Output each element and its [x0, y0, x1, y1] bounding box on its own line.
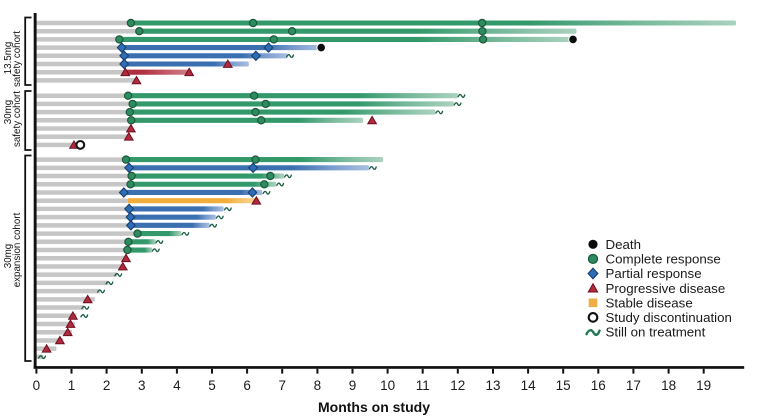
svg-text:Complete response: Complete response — [606, 252, 721, 267]
svg-text:16: 16 — [591, 378, 606, 393]
svg-text:13.5mg: 13.5mg — [3, 42, 14, 75]
svg-text:expansion cohort: expansion cohort — [12, 212, 23, 287]
svg-text:14: 14 — [521, 378, 537, 393]
svg-text:30mg: 30mg — [3, 244, 14, 269]
svg-text:19: 19 — [696, 378, 711, 393]
svg-text:15: 15 — [556, 378, 571, 393]
svg-text:Stable disease: Stable disease — [606, 295, 693, 310]
svg-text:17: 17 — [626, 378, 641, 393]
svg-text:6: 6 — [243, 378, 251, 393]
svg-text:11: 11 — [416, 378, 430, 393]
svg-text:4: 4 — [173, 378, 181, 393]
svg-text:1: 1 — [68, 378, 76, 393]
svg-text:9: 9 — [349, 378, 357, 393]
svg-text:10: 10 — [380, 378, 395, 393]
svg-text:Partial response: Partial response — [606, 266, 702, 281]
svg-text:12: 12 — [450, 378, 465, 393]
svg-text:safety cohort: safety cohort — [12, 31, 23, 87]
svg-text:Months on study: Months on study — [318, 399, 430, 415]
svg-text:0: 0 — [33, 378, 41, 393]
svg-text:18: 18 — [661, 378, 676, 393]
svg-text:safety cohort: safety cohort — [12, 91, 23, 147]
svg-text:Progressive disease: Progressive disease — [606, 281, 726, 296]
svg-text:5: 5 — [208, 378, 216, 393]
svg-text:Still on treatment: Still on treatment — [606, 325, 706, 340]
svg-text:8: 8 — [314, 378, 322, 393]
svg-text:7: 7 — [278, 378, 286, 393]
svg-text:Death: Death — [606, 237, 641, 252]
svg-text:13: 13 — [485, 378, 500, 393]
svg-text:2: 2 — [103, 378, 111, 393]
svg-text:30mg: 30mg — [3, 100, 14, 125]
svg-text:Study discontinuation: Study discontinuation — [606, 310, 732, 325]
svg-text:3: 3 — [138, 378, 146, 393]
